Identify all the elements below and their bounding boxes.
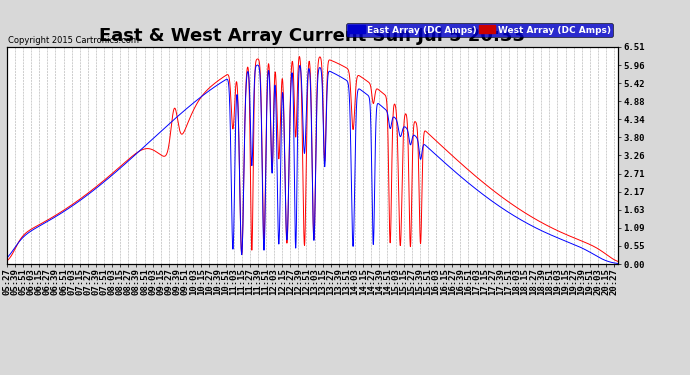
Text: Copyright 2015 Cartronics.com: Copyright 2015 Cartronics.com [8, 36, 139, 45]
Legend: East Array (DC Amps), West Array (DC Amps): East Array (DC Amps), West Array (DC Amp… [346, 23, 613, 37]
Title: East & West Array Current Sun Jul 5 20:33: East & West Array Current Sun Jul 5 20:3… [99, 27, 525, 45]
